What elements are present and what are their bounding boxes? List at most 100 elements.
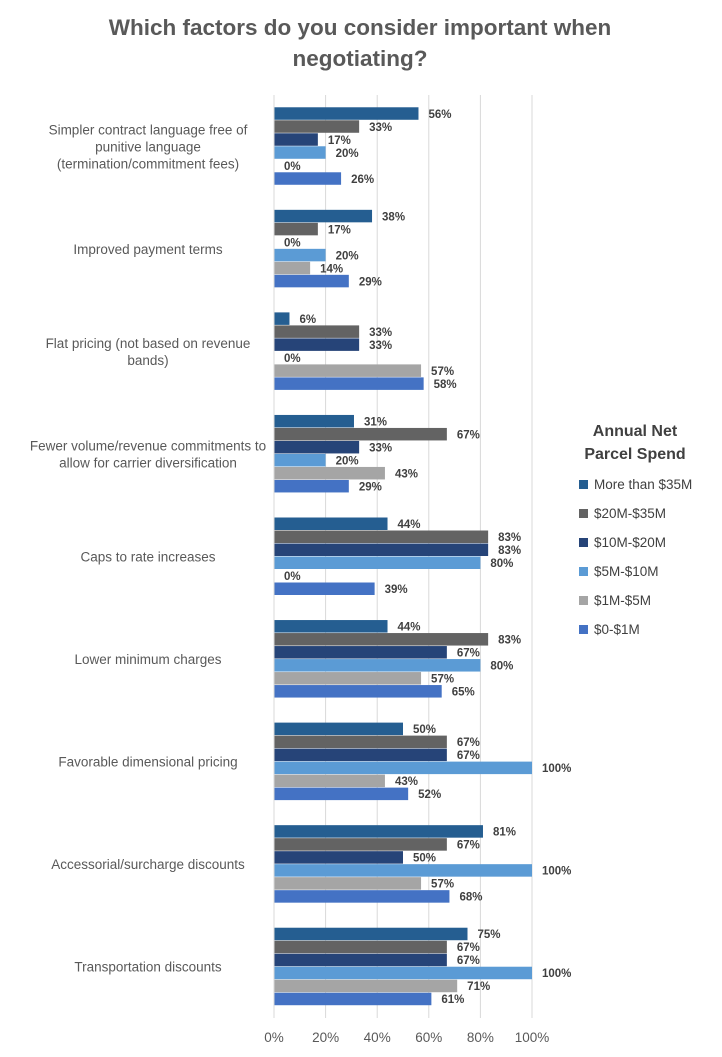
data-label: 67% bbox=[457, 750, 480, 762]
data-label: 61% bbox=[441, 994, 464, 1006]
data-label: 17% bbox=[328, 135, 351, 147]
category-label: Caps to rate increases bbox=[80, 550, 215, 565]
category-label: Fewer volume/revenue commitments to allow… bbox=[30, 438, 266, 470]
data-label: 65% bbox=[452, 687, 475, 699]
bar bbox=[274, 864, 532, 877]
bar bbox=[274, 979, 458, 993]
bar bbox=[274, 838, 447, 851]
data-label: 33% bbox=[369, 327, 392, 339]
data-label: 67% bbox=[457, 648, 480, 660]
bar bbox=[274, 261, 311, 275]
bar bbox=[274, 877, 422, 890]
bar bbox=[274, 620, 388, 633]
bar bbox=[274, 672, 422, 685]
data-label: 6% bbox=[299, 314, 316, 326]
data-label: 67% bbox=[457, 840, 480, 852]
legend-swatch bbox=[579, 480, 588, 489]
x-tick-label: 0% bbox=[264, 1030, 284, 1045]
bar bbox=[274, 685, 442, 698]
data-label: 58% bbox=[434, 379, 457, 391]
data-label: 44% bbox=[398, 519, 421, 531]
data-label: 57% bbox=[431, 879, 454, 891]
bar bbox=[274, 530, 489, 543]
bar bbox=[274, 543, 489, 556]
data-label: 39% bbox=[385, 584, 408, 596]
bar bbox=[274, 890, 450, 903]
bar bbox=[274, 992, 432, 1006]
bar bbox=[274, 633, 489, 646]
bar bbox=[274, 646, 447, 659]
legend-swatch bbox=[579, 509, 588, 518]
bar bbox=[274, 748, 447, 762]
data-label: 50% bbox=[413, 724, 436, 736]
legend: Annual Net Parcel Spend More than $35M $2… bbox=[575, 420, 715, 640]
data-label: 67% bbox=[457, 737, 480, 749]
data-label: 68% bbox=[459, 892, 482, 904]
legend-item: $20M-$35M bbox=[575, 503, 715, 524]
data-label: 57% bbox=[431, 674, 454, 686]
legend-label: $1M-$5M bbox=[594, 593, 652, 608]
legend-item: $10M-$20M bbox=[575, 532, 715, 553]
data-label: 26% bbox=[351, 174, 374, 186]
bar bbox=[274, 453, 326, 467]
legend-label: $20M-$35M bbox=[594, 506, 667, 521]
bar bbox=[274, 274, 349, 288]
bar bbox=[274, 722, 403, 736]
data-label: 100% bbox=[542, 866, 571, 878]
data-label: 20% bbox=[336, 250, 359, 262]
chart-title: Which factors do you consider important … bbox=[108, 15, 612, 71]
data-label: 100% bbox=[542, 968, 571, 980]
bar bbox=[274, 338, 360, 351]
bar bbox=[274, 440, 360, 454]
data-label: 67% bbox=[457, 942, 480, 954]
data-label: 44% bbox=[398, 622, 421, 634]
legend-item: $1M-$5M bbox=[575, 590, 715, 611]
category-label: Simpler contract language free of punitiv… bbox=[49, 122, 248, 171]
data-label: 17% bbox=[328, 224, 351, 236]
data-label: 31% bbox=[364, 416, 387, 428]
legend-label: $10M-$20M bbox=[594, 535, 667, 550]
bar bbox=[274, 582, 375, 595]
data-label: 43% bbox=[395, 468, 418, 480]
legend-item: $5M-$10M bbox=[575, 561, 715, 582]
legend-swatch bbox=[579, 567, 588, 576]
bar bbox=[274, 825, 483, 838]
bar bbox=[274, 761, 532, 775]
bar bbox=[274, 133, 318, 146]
bar bbox=[274, 120, 360, 133]
bar bbox=[274, 940, 447, 954]
data-label: 83% bbox=[498, 545, 521, 557]
data-label: 33% bbox=[369, 122, 392, 134]
legend-label: $0-$1M bbox=[594, 622, 640, 637]
legend-label: $5M-$10M bbox=[594, 564, 659, 579]
bar bbox=[274, 209, 373, 223]
bar bbox=[274, 414, 354, 428]
data-label: 14% bbox=[320, 263, 343, 275]
data-label: 67% bbox=[457, 955, 480, 967]
data-label: 0% bbox=[284, 353, 301, 365]
bar bbox=[274, 222, 318, 236]
x-tick-label: 60% bbox=[415, 1030, 442, 1045]
data-label: 38% bbox=[382, 211, 405, 223]
data-label: 50% bbox=[413, 853, 436, 865]
legend-label: More than $35M bbox=[594, 477, 693, 492]
x-tick-label: 100% bbox=[515, 1030, 550, 1045]
data-label: 33% bbox=[369, 340, 392, 352]
category-label: Improved payment terms bbox=[73, 242, 223, 257]
data-label: 75% bbox=[478, 929, 501, 941]
category-label: Accessorial/surcharge discounts bbox=[51, 857, 245, 872]
legend-items: More than $35M $20M-$35M $10M-$20M $5M-$10M… bbox=[575, 474, 715, 640]
data-label: 100% bbox=[542, 763, 571, 775]
category-label: Lower minimum charges bbox=[74, 652, 221, 667]
data-label: 83% bbox=[498, 635, 521, 647]
bar bbox=[274, 427, 447, 441]
category-label: Favorable dimensional pricing bbox=[58, 755, 237, 770]
data-label: 43% bbox=[395, 776, 418, 788]
bar bbox=[274, 466, 385, 480]
data-label: 20% bbox=[336, 148, 359, 160]
bar bbox=[274, 927, 468, 941]
data-label: 67% bbox=[457, 429, 480, 441]
legend-title: Annual Net Parcel Spend bbox=[584, 423, 686, 463]
data-label: 71% bbox=[467, 981, 490, 993]
